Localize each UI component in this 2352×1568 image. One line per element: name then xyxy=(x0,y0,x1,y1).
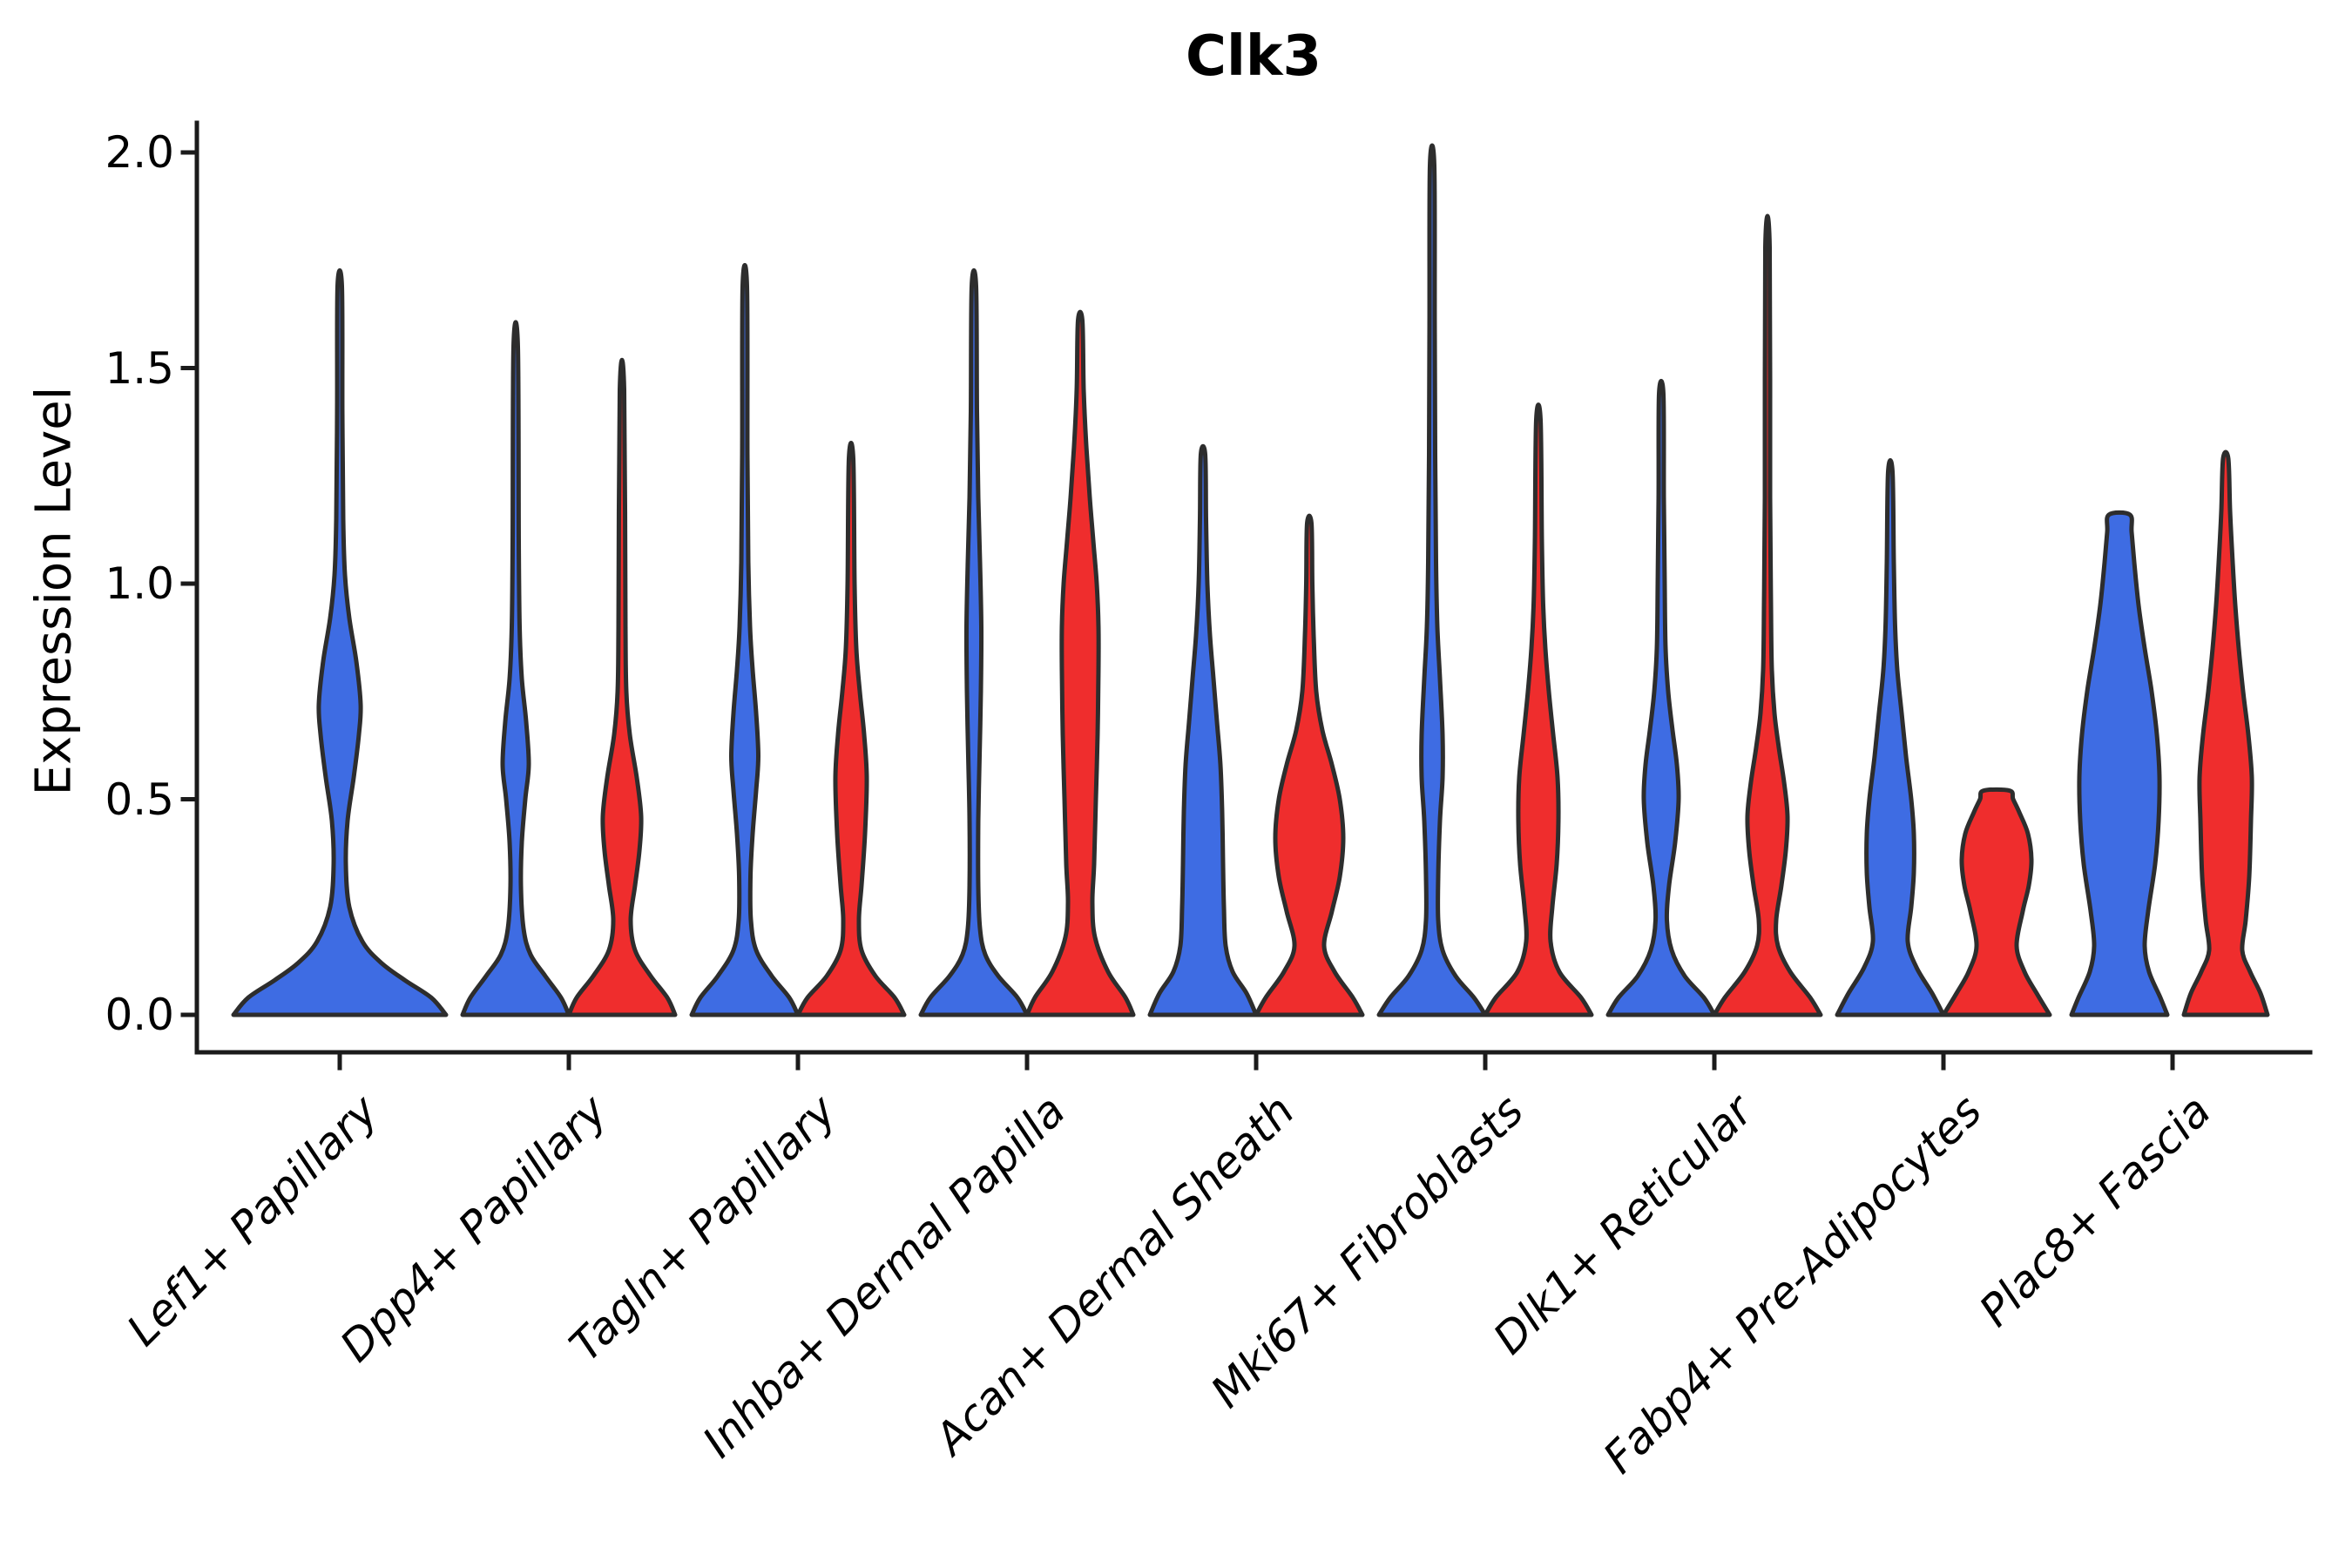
y-tick-label: 0.0 xyxy=(105,990,174,1040)
chart-title: Clk3 xyxy=(1186,24,1321,89)
violin-dlk1-reticular-blue xyxy=(1605,378,1717,1017)
violin-acan-dermal-sheath-red xyxy=(1254,513,1365,1017)
axes xyxy=(180,120,2313,1071)
violin-inhba-dermal-papilla-red xyxy=(1024,309,1136,1017)
violin-fabp4-pre-adipocytes-blue xyxy=(1835,457,1946,1017)
violin-tagln-papillary-blue xyxy=(689,263,801,1017)
violin-plac8-fascia-red xyxy=(2181,449,2270,1017)
violin-mki67-fibroblasts-red xyxy=(1483,402,1594,1017)
y-tick-label: 2.0 xyxy=(105,127,174,178)
violin-plac8-fascia-blue xyxy=(2069,510,2170,1017)
y-tick-label: 1.0 xyxy=(105,558,174,609)
violin-mki67-fibroblasts-blue xyxy=(1376,143,1488,1017)
violin-tagln-papillary-red xyxy=(795,440,907,1017)
violin-dpp4-papillary-blue xyxy=(460,320,571,1017)
y-tick-label: 1.5 xyxy=(105,342,174,394)
violin-fabp4-pre-adipocytes-red xyxy=(1941,787,2052,1017)
y-tick-label: 0.5 xyxy=(105,774,174,825)
violins xyxy=(231,143,2270,1017)
violin-inhba-dermal-papilla-blue xyxy=(918,268,1030,1017)
violin-dlk1-reticular-red xyxy=(1712,213,1823,1017)
violin-dpp4-papillary-red xyxy=(566,357,678,1017)
violin-lef1-papillary-blue xyxy=(231,268,449,1017)
violin-acan-dermal-sheath-blue xyxy=(1147,443,1259,1017)
